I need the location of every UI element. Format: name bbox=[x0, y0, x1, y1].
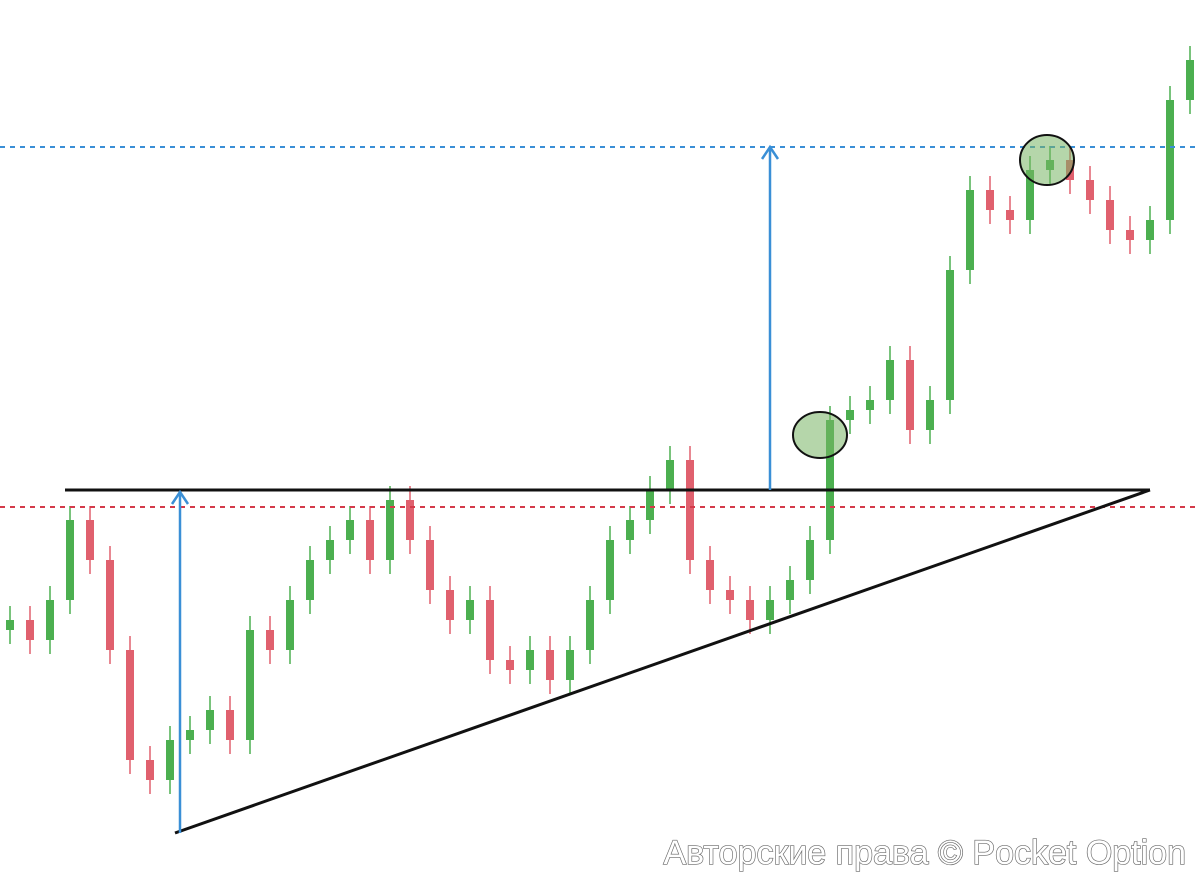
candle-body bbox=[926, 400, 934, 430]
entry-circle bbox=[792, 411, 848, 459]
candle-body bbox=[846, 410, 854, 420]
candle-body bbox=[606, 540, 614, 600]
plot bbox=[0, 46, 1200, 835]
candle-body bbox=[486, 600, 494, 660]
candle-body bbox=[766, 600, 774, 620]
candle-body bbox=[966, 190, 974, 270]
candle-body bbox=[626, 520, 634, 540]
candle-body bbox=[646, 490, 654, 520]
candle-body bbox=[346, 520, 354, 540]
candle-body bbox=[806, 540, 814, 580]
candle-body bbox=[1026, 170, 1034, 220]
watermark: Авторские права © Pocket Option bbox=[663, 834, 1186, 872]
candle-body bbox=[6, 620, 14, 630]
candle-body bbox=[406, 500, 414, 540]
candle-body bbox=[666, 460, 674, 490]
candle-body bbox=[126, 650, 134, 760]
candle-body bbox=[526, 650, 534, 670]
candle-body bbox=[946, 270, 954, 400]
candle-body bbox=[566, 650, 574, 680]
candle-body bbox=[826, 420, 834, 540]
candle-body bbox=[426, 540, 434, 590]
candle-body bbox=[866, 400, 874, 410]
candle-body bbox=[266, 630, 274, 650]
candle-body bbox=[326, 540, 334, 560]
candle-body bbox=[246, 630, 254, 740]
candle-body bbox=[506, 660, 514, 670]
candle-body bbox=[1126, 230, 1134, 240]
arrow-head bbox=[760, 144, 780, 160]
candle-body bbox=[706, 560, 714, 590]
candle-body bbox=[886, 360, 894, 400]
candle-body bbox=[386, 500, 394, 560]
candle-body bbox=[786, 580, 794, 600]
candle-body bbox=[546, 650, 554, 680]
candle-body bbox=[226, 710, 234, 740]
candle-body bbox=[746, 600, 754, 620]
retest-circle bbox=[1019, 134, 1075, 186]
candle-body bbox=[686, 460, 694, 560]
candle-body bbox=[466, 600, 474, 620]
candle-body bbox=[586, 600, 594, 650]
candle-body bbox=[86, 520, 94, 560]
candle-body bbox=[726, 590, 734, 600]
candle-body bbox=[186, 730, 194, 740]
candle-body bbox=[206, 710, 214, 730]
candle-body bbox=[286, 600, 294, 650]
candle-body bbox=[166, 740, 174, 780]
candle-body bbox=[1086, 180, 1094, 200]
candle-body bbox=[26, 620, 34, 640]
candle-body bbox=[146, 760, 154, 780]
candle-body bbox=[106, 560, 114, 650]
candle-body bbox=[986, 190, 994, 210]
candle-body bbox=[446, 590, 454, 620]
candle-body bbox=[66, 520, 74, 600]
candle-body bbox=[1186, 60, 1194, 100]
arrow-head bbox=[170, 489, 190, 505]
support-line bbox=[174, 488, 1151, 835]
candle-body bbox=[1106, 200, 1114, 230]
candle-body bbox=[906, 360, 914, 430]
candle-body bbox=[1006, 210, 1014, 220]
candle-body bbox=[1166, 100, 1174, 220]
candle-body bbox=[46, 600, 54, 640]
candle-body bbox=[306, 560, 314, 600]
candle-body bbox=[1146, 220, 1154, 240]
candle-body bbox=[366, 520, 374, 560]
